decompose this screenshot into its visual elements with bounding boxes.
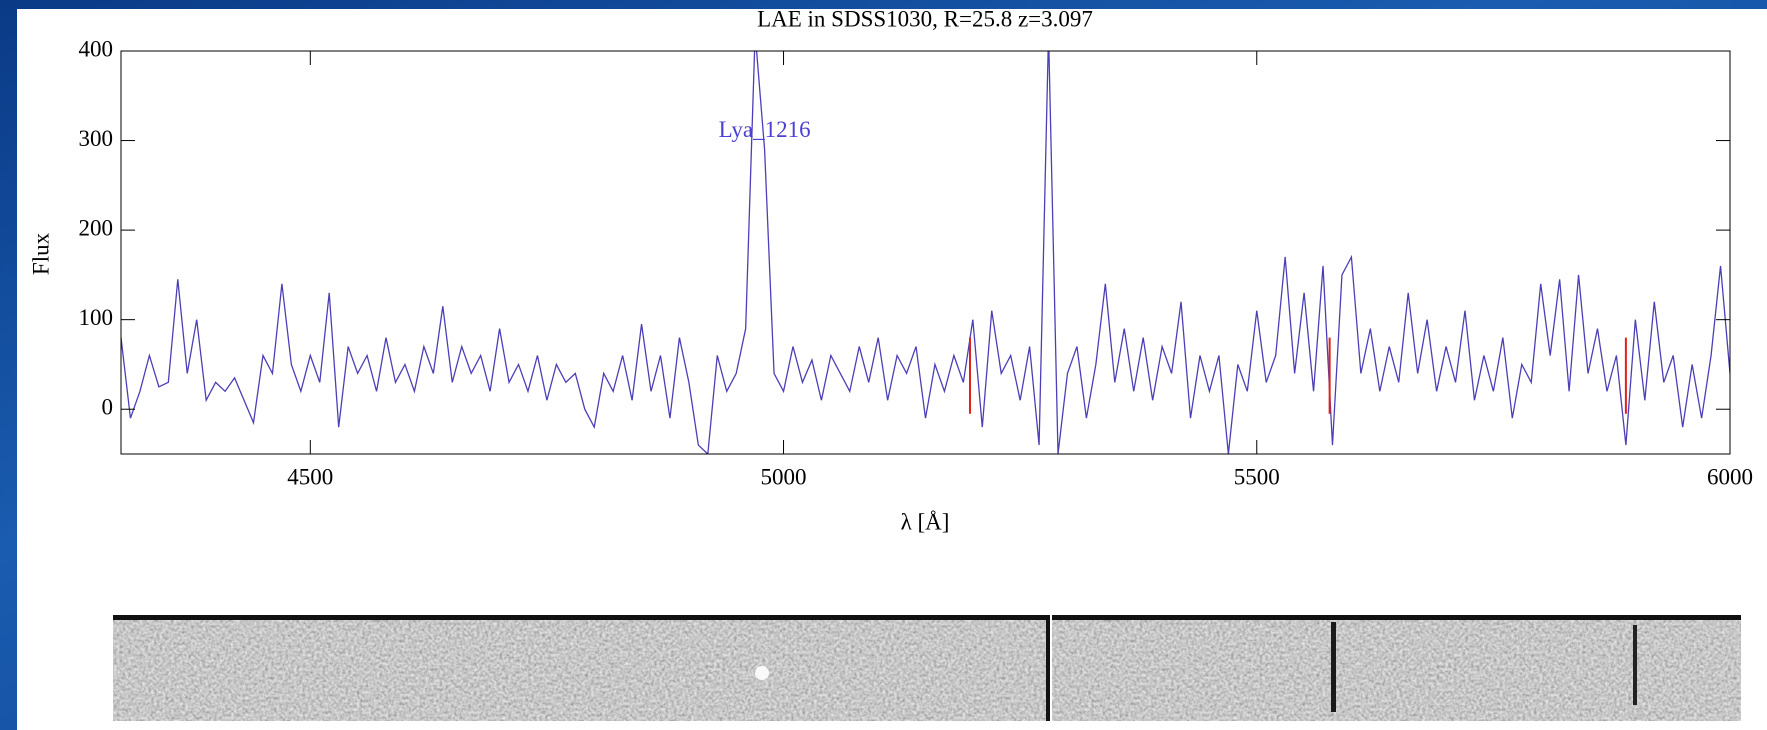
emission-spot xyxy=(755,666,769,680)
sky-residual xyxy=(1331,622,1336,712)
y-tick-label: 100 xyxy=(79,305,114,330)
spectrum-2d xyxy=(113,615,1741,721)
sky-residual xyxy=(1046,615,1050,721)
image-edge xyxy=(113,615,1741,620)
spectrum-line xyxy=(121,51,1730,454)
spectrum-image xyxy=(113,615,1741,721)
panel xyxy=(17,9,1767,730)
chart-title: LAE in SDSS1030, R=25.8 z=3.097 xyxy=(757,6,1093,31)
x-tick-label: 5500 xyxy=(1234,464,1280,489)
y-tick-label: 0 xyxy=(102,395,114,420)
line-annotation: Lya_1216 xyxy=(719,117,811,142)
x-axis-label: λ [Å] xyxy=(901,509,950,534)
axes-frame xyxy=(120,50,1731,455)
sky-residual xyxy=(1633,625,1637,705)
sky-residual xyxy=(1050,615,1052,721)
y-tick-label: 200 xyxy=(79,215,114,240)
plot-area xyxy=(121,51,1730,454)
x-tick-label: 4500 xyxy=(287,464,333,489)
x-tick-label: 6000 xyxy=(1707,464,1753,489)
y-tick-label: 300 xyxy=(79,126,114,151)
y-tick-label: 400 xyxy=(79,36,114,61)
y-axis-label: Flux xyxy=(28,232,53,275)
x-tick-label: 5000 xyxy=(761,464,807,489)
